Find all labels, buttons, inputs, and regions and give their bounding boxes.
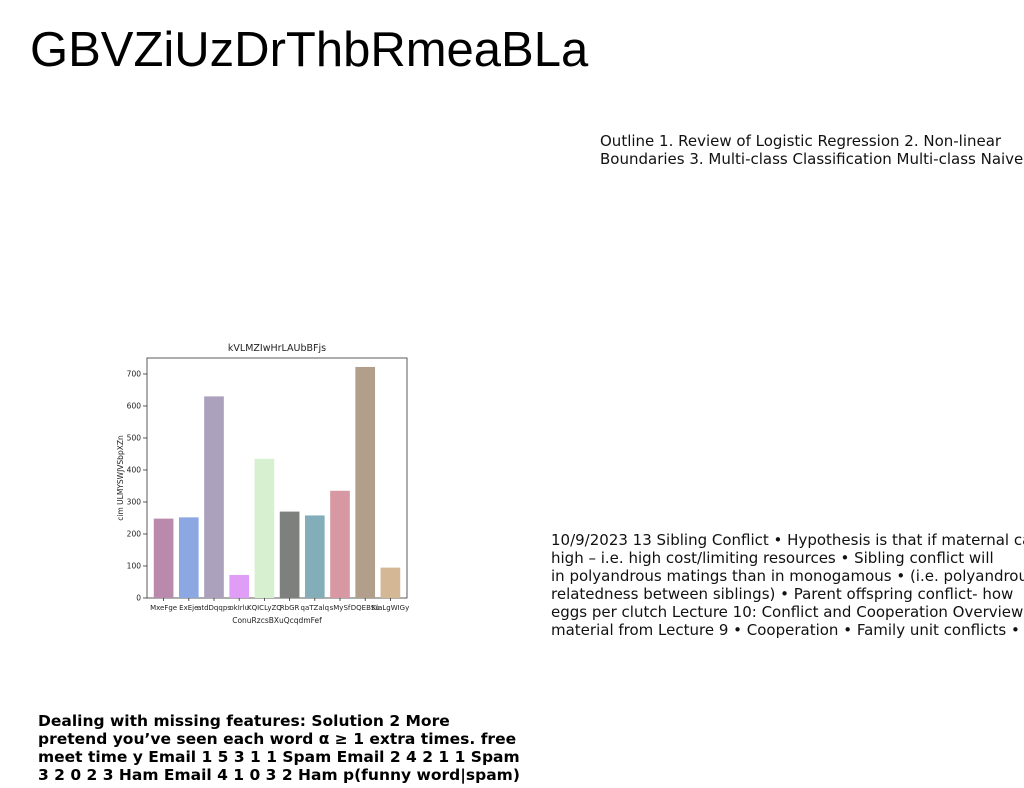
y-tick-label: 100 xyxy=(127,562,142,571)
chart-title: kVLMZIwHrLAUbBFjs xyxy=(228,343,326,354)
x-tick-label: atdDqqps xyxy=(197,604,231,612)
bar xyxy=(153,518,174,598)
missing-features-text: Dealing with missing features: Solution … xyxy=(38,712,520,784)
x-axis-label: ConuRzcsBXuQcqdmFef xyxy=(232,616,322,625)
x-tick-label: MxeFge xyxy=(150,604,177,612)
y-tick-label: 400 xyxy=(127,466,142,475)
x-tick-label: sMySf xyxy=(330,604,351,612)
bar xyxy=(355,366,376,598)
plot-frame xyxy=(146,357,408,599)
bar xyxy=(204,396,224,598)
x-tick-label: qaTZalq xyxy=(301,604,329,612)
y-tick-label: 600 xyxy=(127,402,142,411)
missing-line: 3 2 0 2 3 Ham Email 4 1 0 3 2 Ham p(funn… xyxy=(38,766,520,784)
y-tick-label: 200 xyxy=(127,530,142,539)
y-tick-label: 500 xyxy=(127,434,142,443)
bar-chart: kVLMZIwHrLAUbBFjs 0 100 200 300 400 500 600 700 M… xyxy=(116,343,410,625)
bar xyxy=(330,490,350,598)
missing-line: pretend you’ve seen each word α ≥ 1 extr… xyxy=(38,730,517,748)
x-tick-label: ExEje xyxy=(179,604,198,612)
sibling-line: relatedness between siblings) • Parent o… xyxy=(551,585,1014,603)
bar xyxy=(304,515,325,598)
x-tick-label: KlaLgWIGy xyxy=(372,604,410,612)
x-tick-label: DQEBSu xyxy=(351,604,380,612)
sibling-line: high – i.e. high cost/limiting resources… xyxy=(551,549,994,567)
bar xyxy=(254,458,275,598)
bar xyxy=(279,511,300,598)
y-tick-label: 700 xyxy=(127,370,142,379)
y-axis-label: cim ULMYSWJVSbpXZn xyxy=(116,435,125,521)
sibling-line: in polyandrous matings than in monogamou… xyxy=(551,567,1024,585)
missing-line: meet time y Email 1 5 3 1 1 Spam Email 2… xyxy=(38,748,520,766)
sibling-line: 10/9/2023 13 Sibling Conflict • Hypothes… xyxy=(551,531,1024,549)
sibling-line: material from Lecture 9 • Cooperation • … xyxy=(551,621,1020,639)
x-tick-label: okIrlu xyxy=(229,604,249,612)
sibling-line: eggs per clutch Lecture 10: Conflict and… xyxy=(551,603,1024,621)
bar xyxy=(380,567,401,598)
bar xyxy=(229,574,250,598)
outline-line: Boundaries 3. Multi-class Classification… xyxy=(600,150,1024,168)
y-tick-label: 0 xyxy=(136,594,141,603)
bar xyxy=(178,517,199,598)
x-tick-label: KQICLyZQ xyxy=(247,604,282,612)
x-tick-label: RbGR xyxy=(280,604,300,612)
outline-text: Outline 1. Review of Logistic Regression… xyxy=(600,132,1023,168)
y-tick-label: 300 xyxy=(127,498,142,507)
page-heading: GBVZiUzDrThbRmeaBLa xyxy=(30,23,589,77)
sibling-conflict-text: 10/9/2023 13 Sibling Conflict • Hypothes… xyxy=(551,531,1024,639)
outline-line: Outline 1. Review of Logistic Regression… xyxy=(600,132,1002,150)
missing-line: Dealing with missing features: Solution … xyxy=(38,712,450,730)
